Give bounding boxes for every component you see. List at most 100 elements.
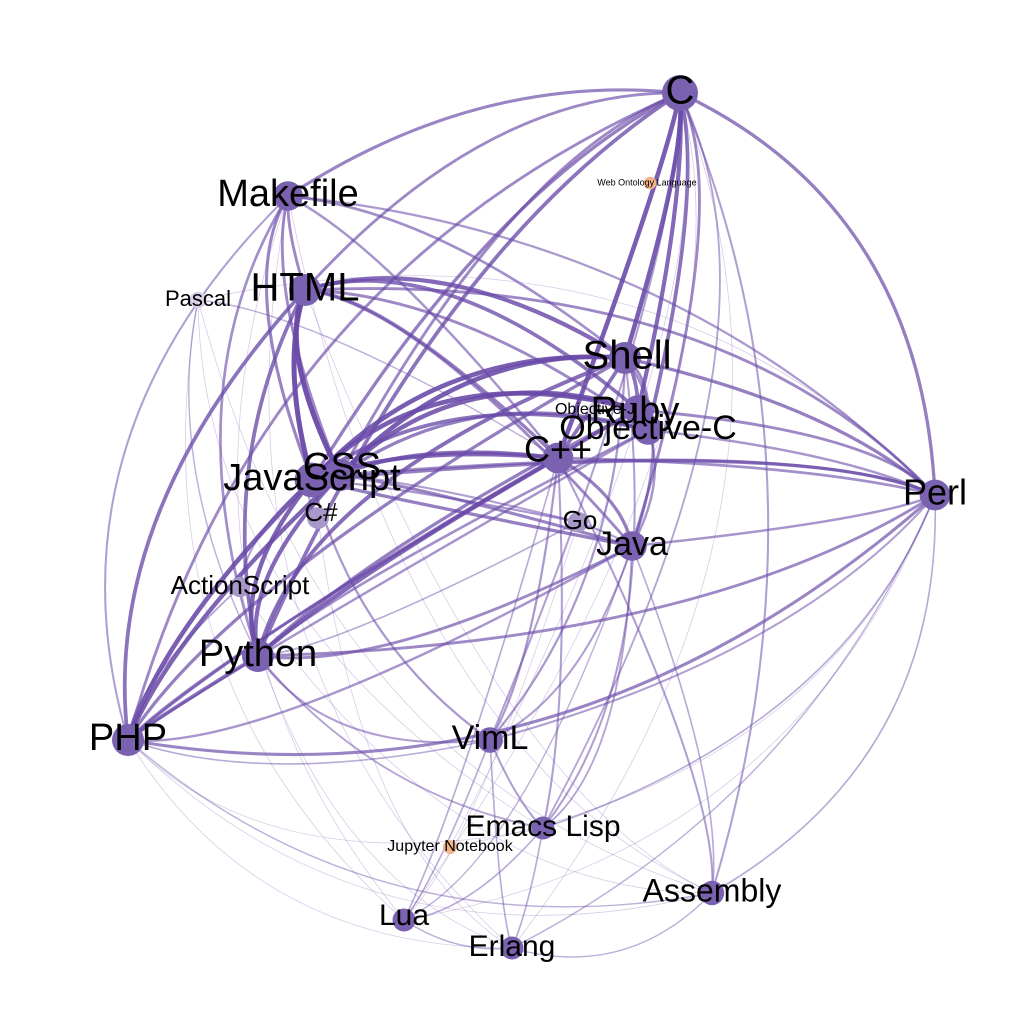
edge-HTML-Java (303, 288, 634, 548)
edge-CPP-Assembly (556, 456, 714, 895)
label-layer: C Makefile HTML Pascal Shell RubyObjective-CO… (89, 69, 967, 963)
edge-VimL-Lua (403, 739, 491, 921)
node-Lua[interactable] (392, 908, 416, 932)
edge-Makefile-Perl (286, 194, 937, 497)
node-PHP[interactable] (112, 724, 144, 756)
edge-C-CPP (555, 90, 683, 461)
node-CPP[interactable] (542, 442, 574, 474)
edge-C-Python (256, 91, 682, 658)
edge-Java-VimL (488, 544, 634, 742)
node-label-ActionScript: ActionScript (171, 570, 310, 600)
edge-Perl-Assembly (711, 494, 937, 894)
node-label-Shell: Shell (583, 334, 672, 378)
edge-faint (197, 299, 713, 894)
node-label-CSS: CSS (303, 446, 381, 488)
node-Erlang[interactable] (500, 936, 524, 960)
edge-Makefile-CSS (280, 194, 342, 477)
node-Makefile[interactable] (273, 181, 303, 211)
node-Assembly[interactable] (699, 880, 725, 906)
node-CSS[interactable] (324, 459, 356, 491)
edge-CPP-Lua (403, 457, 559, 921)
edge-HTML-PHP (122, 288, 307, 742)
node-label-Java: Java (596, 525, 668, 563)
node-VimL[interactable] (477, 727, 503, 753)
edge-Java-Assembly (631, 545, 715, 894)
edge-C-Perl (678, 91, 937, 497)
node-label-Objective-C: Objective-C (559, 409, 737, 447)
edge-layer (104, 88, 937, 958)
node-Python[interactable] (242, 640, 274, 672)
edge-faint (403, 521, 579, 921)
edge-PHP-Java (126, 544, 634, 742)
edge-C-CSS (338, 91, 682, 477)
node-label-Perl: Perl (903, 472, 967, 513)
edge-PHP-VimL (127, 739, 491, 765)
node-ObjectiveJ[interactable] (587, 402, 603, 418)
node-label-WebOntology: Web Ontology Language (597, 177, 696, 187)
edge-Lua-Erlang (403, 919, 513, 950)
node-Pascal[interactable] (189, 291, 207, 309)
edge-Perl-VimL (488, 493, 937, 742)
node-CSharp[interactable] (307, 507, 329, 529)
edge-HTML-Python (242, 288, 307, 658)
edge-C-Assembly (678, 91, 770, 895)
edge-Shell-PHP (126, 356, 627, 742)
edge-faint (287, 195, 713, 894)
edge-HTML-JavaScript (291, 287, 315, 483)
edge-Ruby-Perl (636, 408, 937, 497)
edge-Python-Java (256, 544, 634, 660)
node-label-HTML: HTML (251, 266, 360, 310)
node-label-Makefile: Makefile (217, 173, 359, 215)
edge-faint (304, 289, 713, 894)
node-label-VimL: VimL (452, 719, 529, 757)
edge-JavaScript-Perl (310, 459, 937, 497)
edge-VimL-Erlang (489, 739, 513, 949)
node-label-Pascal: Pascal (165, 286, 231, 311)
edge-HTML-Ruby (303, 279, 640, 412)
node-Shell[interactable] (609, 342, 641, 374)
node-label-Ruby: Ruby (591, 390, 680, 432)
node-label-Assembly: Assembly (643, 872, 782, 908)
edge-C-Java (630, 91, 701, 548)
edge-faint (239, 586, 713, 894)
node-label-Jupyter: Jupyter Notebook (387, 838, 513, 855)
node-label-Lua: Lua (379, 899, 429, 932)
edge-ActionScript-JavaScript (238, 478, 314, 589)
node-HTML[interactable] (289, 274, 321, 306)
edge-Pascal-CPP (197, 299, 559, 459)
node-label-C: C (666, 69, 695, 113)
node-label-Go: Go (563, 505, 598, 535)
edge-C-Makefile (286, 88, 682, 198)
edge-Pascal-Python (188, 299, 259, 657)
edge-C-PHP (126, 91, 682, 742)
edge-faint (127, 739, 513, 949)
edge-Shell-EmacsLisp (541, 356, 636, 830)
edge-Perl-Erlang (511, 494, 936, 949)
edge-HTML-Perl (303, 287, 937, 497)
edge-JavaScript-Ruby (309, 391, 641, 483)
node-label-EmacsLisp: Emacs Lisp (465, 810, 620, 843)
node-C[interactable] (662, 75, 698, 111)
edge-Objective-C-Perl (646, 428, 937, 497)
edge-faint (127, 739, 544, 844)
node-Perl[interactable] (919, 479, 951, 511)
node-Go[interactable] (567, 511, 589, 533)
node-ActionScript[interactable] (229, 576, 251, 598)
node-label-CPP: C++ (524, 429, 592, 470)
node-WebOntology[interactable] (643, 176, 657, 190)
node-Objective-C[interactable] (633, 415, 663, 445)
node-Jupyter[interactable] (443, 840, 457, 854)
edge-faint (317, 517, 513, 949)
edge-C-Ruby (635, 90, 683, 413)
node-layer (112, 75, 951, 960)
edge-EmacsLisp-Lua (403, 827, 544, 921)
edge-C-HTML (303, 91, 682, 292)
edge-faint (127, 739, 713, 916)
node-EmacsLisp[interactable] (531, 816, 555, 840)
node-Java[interactable] (617, 531, 647, 561)
edge-Go-Python (257, 521, 579, 657)
edge-Java-EmacsLisp (542, 545, 633, 829)
node-JavaScript[interactable] (294, 462, 330, 498)
